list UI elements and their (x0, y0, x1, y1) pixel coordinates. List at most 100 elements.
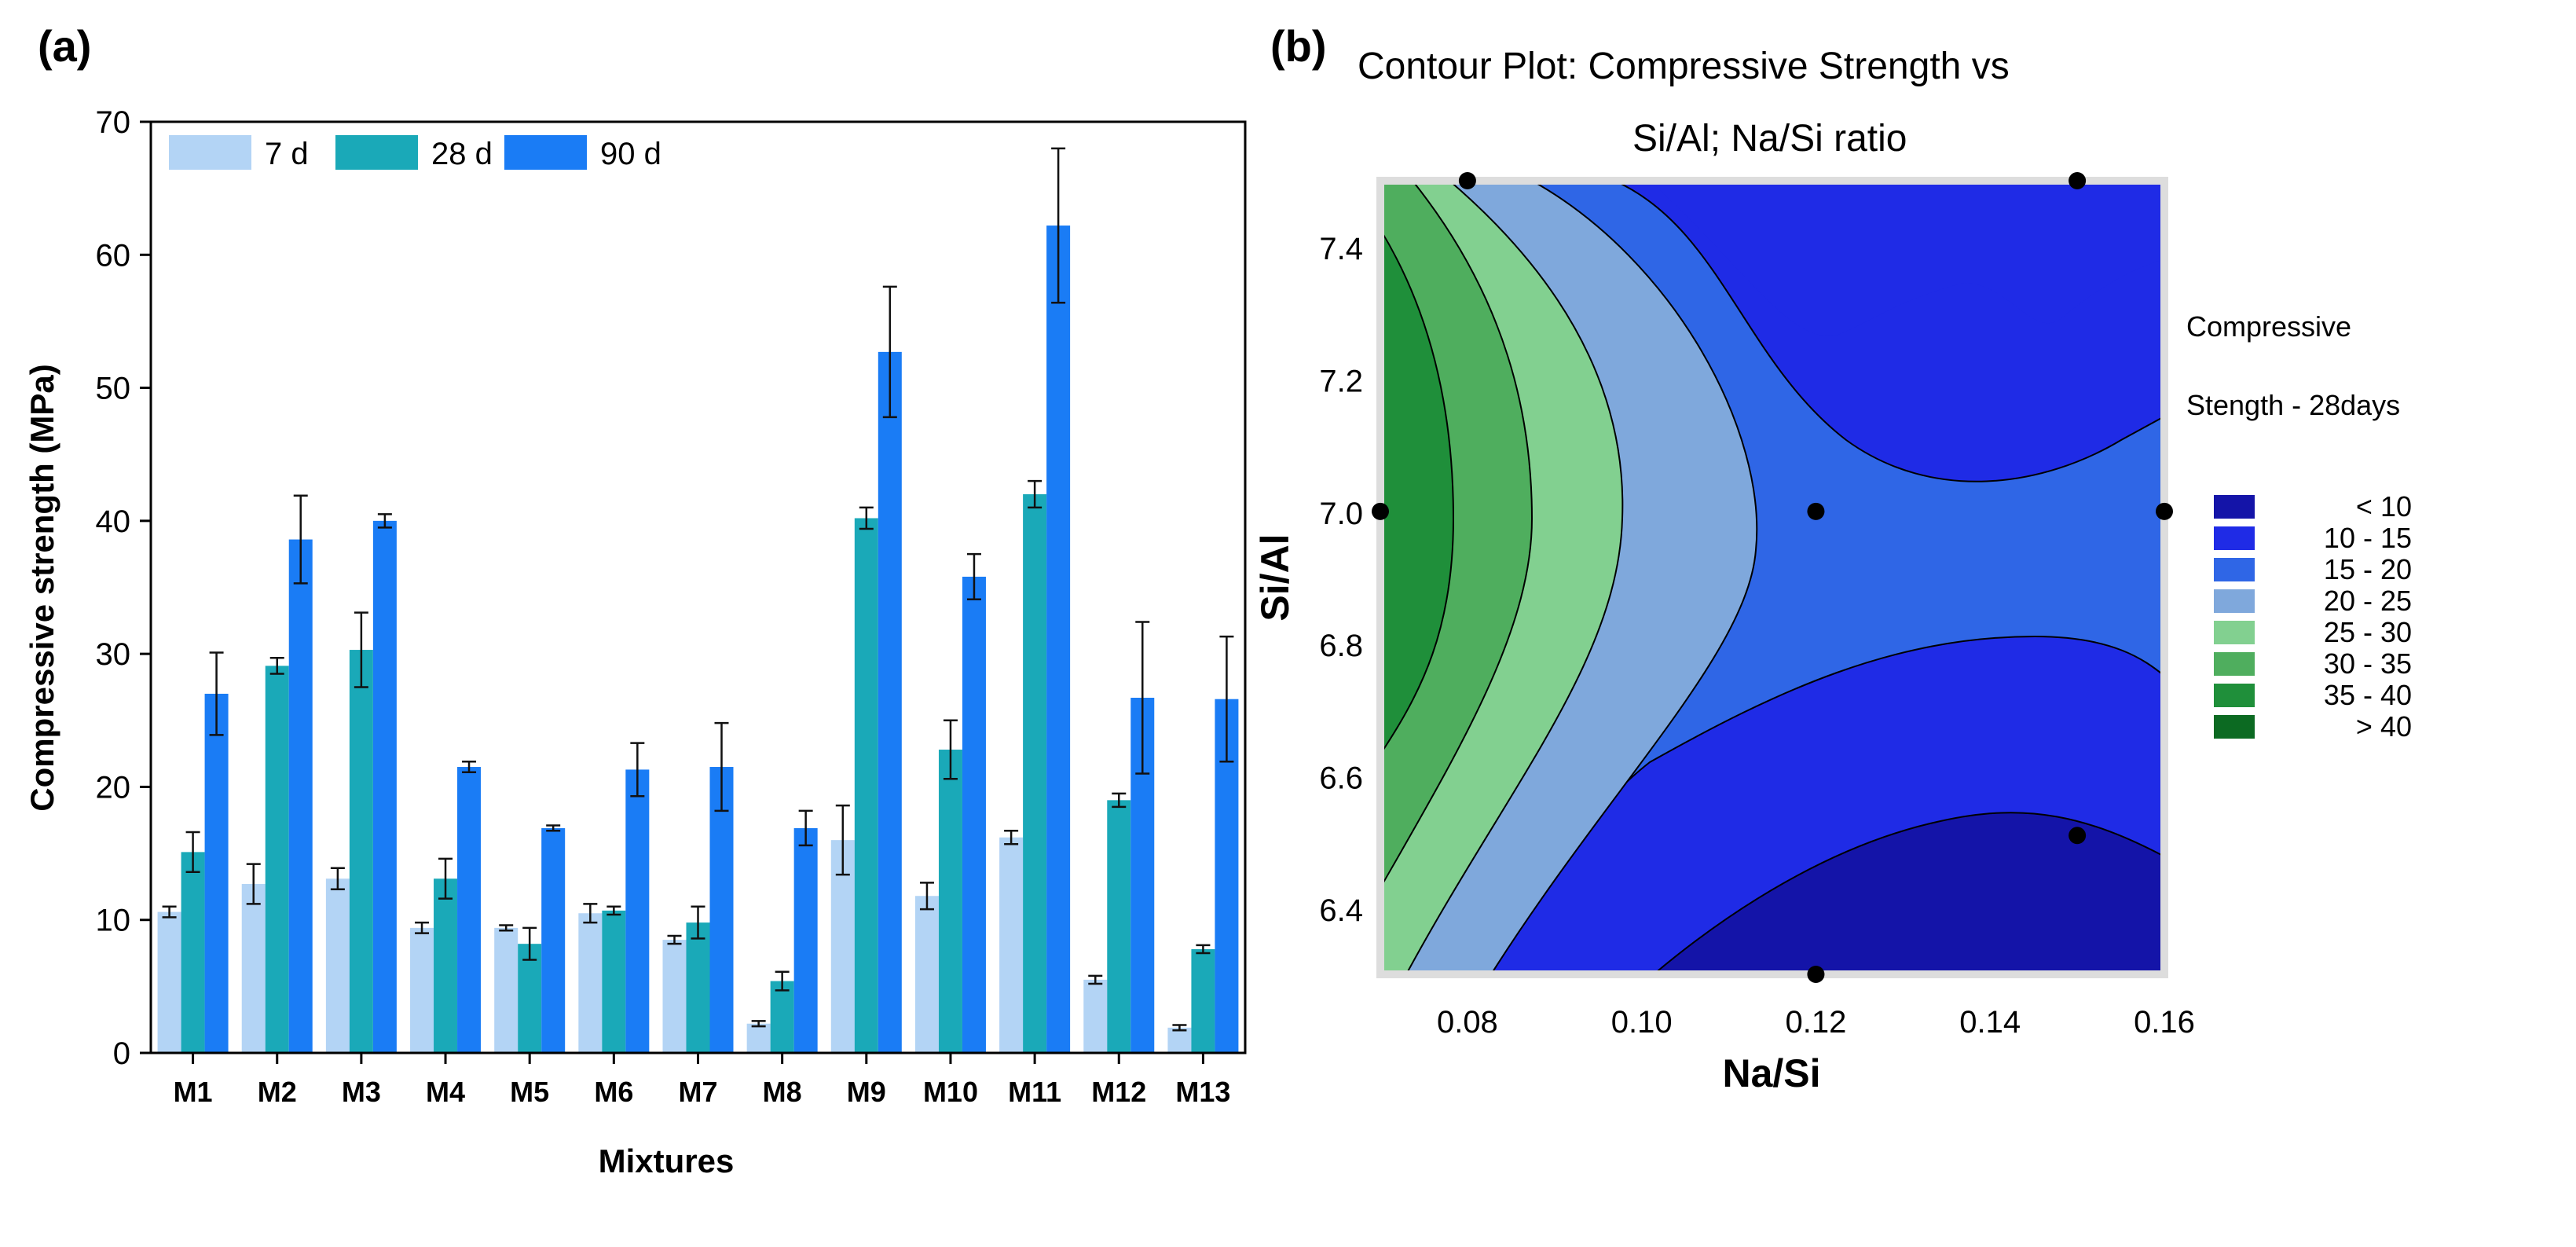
contour-title-line1: Contour Plot: Compressive Strength vs (1358, 46, 2010, 87)
x-tick-label: M4 (426, 1076, 465, 1108)
contour-legend-swatch (2214, 621, 2255, 644)
y-tick-label: 70 (96, 105, 131, 140)
bar-90d-M3 (372, 520, 397, 1053)
legend-swatch-7d (169, 135, 251, 170)
bar-90d-M11 (1046, 226, 1071, 1053)
y-tick-label: 30 (96, 637, 131, 672)
bar-7d-M3 (325, 878, 350, 1053)
contour-legend-label: 10 - 15 (2324, 522, 2412, 554)
error-bar-group (162, 147, 1234, 1032)
contour-legend-swatch (2214, 684, 2255, 707)
contour-region-10-15-top-core (1650, 181, 2164, 336)
contour-legend-label: 30 - 35 (2324, 647, 2412, 680)
contour-legend-label: > 40 (2356, 710, 2412, 743)
y-axis-title-b: Si/Al (1253, 534, 1297, 621)
contour-legend-label: 15 - 20 (2324, 553, 2412, 585)
bar-7d-M8 (746, 1023, 771, 1053)
y-tick-label: 20 (96, 770, 131, 805)
bar-7d-M10 (914, 896, 939, 1053)
bar-90d-M4 (457, 767, 482, 1053)
panel-b-contour: (b) Contour Plot: Compressive Strength v… (1253, 21, 2412, 1095)
plot-b-frame (1376, 177, 2168, 978)
x-axis-title-a: Mixtures (599, 1142, 735, 1179)
design-points (1372, 172, 2173, 983)
bar-90d-M1 (204, 693, 229, 1053)
contour-legend-label: 35 - 40 (2324, 679, 2412, 711)
design-point (2156, 502, 2173, 520)
x-tick-label: M7 (678, 1076, 717, 1108)
y-tick-label: 50 (96, 372, 131, 406)
design-point (1372, 502, 1389, 520)
bar-7d-M7 (662, 940, 687, 1053)
y-tick-label-b: 6.8 (1319, 629, 1363, 663)
bar-series-group (157, 226, 1239, 1054)
y-tick-label: 0 (113, 1036, 130, 1071)
legend-label: 7 d (265, 137, 309, 171)
x-tick-label: M6 (594, 1076, 633, 1108)
x-tick-label: M2 (258, 1076, 297, 1108)
bar-7d-M2 (241, 884, 266, 1053)
bar-28d-M6 (602, 910, 626, 1053)
bar-90d-M5 (541, 827, 566, 1053)
x-tick-label: M13 (1175, 1076, 1230, 1108)
y-tick-label-b: 6.4 (1319, 893, 1363, 928)
bar-7d-M5 (494, 927, 518, 1053)
design-point (1807, 966, 1825, 983)
contour-legend-swatch (2214, 526, 2255, 550)
bar-90d-M2 (288, 539, 313, 1053)
y-axis-b: 6.4 6.6 6.8 7.0 7.2 7.4 (1319, 232, 1363, 928)
legend-a: 7 d 28 d 90 d (169, 135, 661, 171)
bar-7d-M6 (578, 913, 603, 1053)
bar-90d-M10 (962, 576, 986, 1053)
contour-legend-label: < 10 (2356, 490, 2412, 523)
bar-28d-M8 (770, 981, 794, 1053)
x-tick-label: M1 (174, 1076, 213, 1108)
contour-region-under-10 (1652, 812, 2164, 974)
x-tick-label: M12 (1091, 1076, 1146, 1108)
design-point (2068, 827, 2087, 845)
x-tick-label-b: 0.12 (1786, 1005, 1847, 1040)
y-tick-label-b: 7.0 (1319, 497, 1363, 531)
y-tick-label-b: 7.2 (1319, 365, 1363, 399)
bar-7d-M13 (1167, 1027, 1192, 1053)
legend-swatch-90d (504, 135, 587, 170)
bar-28d-M7 (686, 922, 710, 1053)
contour-legend-title-line2: Stength - 28days (2186, 389, 2400, 421)
y-tick-label: 40 (96, 504, 131, 539)
bar-7d-M12 (1083, 979, 1108, 1053)
bar-28d-M5 (518, 944, 542, 1053)
bar-90d-M6 (625, 769, 650, 1053)
design-point (1458, 172, 1476, 189)
panel-a-label: (a) (38, 21, 91, 71)
bar-28d-M12 (1107, 800, 1131, 1053)
bar-28d-M13 (1191, 948, 1215, 1053)
bar-90d-M8 (793, 827, 818, 1053)
contour-legend-swatch (2214, 495, 2255, 519)
y-tick-label-b: 6.6 (1319, 761, 1363, 796)
contour-region-35-40 (1380, 228, 1455, 756)
x-axis-b: 0.08 0.10 0.12 0.14 0.16 (1437, 1005, 2195, 1040)
y-tick-label-b: 7.4 (1319, 232, 1363, 266)
contour-legend-label: 20 - 25 (2324, 585, 2412, 617)
contour-legend-label: 25 - 30 (2324, 616, 2412, 648)
panel-b-label: (b) (1270, 21, 1327, 71)
contour-legend-title-line1: Compressive (2186, 310, 2351, 343)
y-tick-label: 10 (96, 904, 131, 938)
contour-legend-swatch (2214, 558, 2255, 581)
legend-swatch-28d (335, 135, 418, 170)
contour-legend-swatch (2214, 715, 2255, 739)
contour-legend-swatch (2214, 589, 2255, 613)
bar-28d-M4 (434, 878, 458, 1053)
contour-legend-swatch (2214, 652, 2255, 676)
x-tick-label: M11 (1008, 1076, 1061, 1108)
bar-28d-M2 (265, 666, 289, 1053)
legend-label: 90 d (600, 137, 661, 171)
x-tick-label: M3 (342, 1076, 381, 1108)
bar-28d-M1 (181, 852, 205, 1053)
legend-label: 28 d (431, 137, 493, 171)
contour-field (1380, 181, 2164, 974)
bar-90d-M7 (709, 767, 734, 1053)
